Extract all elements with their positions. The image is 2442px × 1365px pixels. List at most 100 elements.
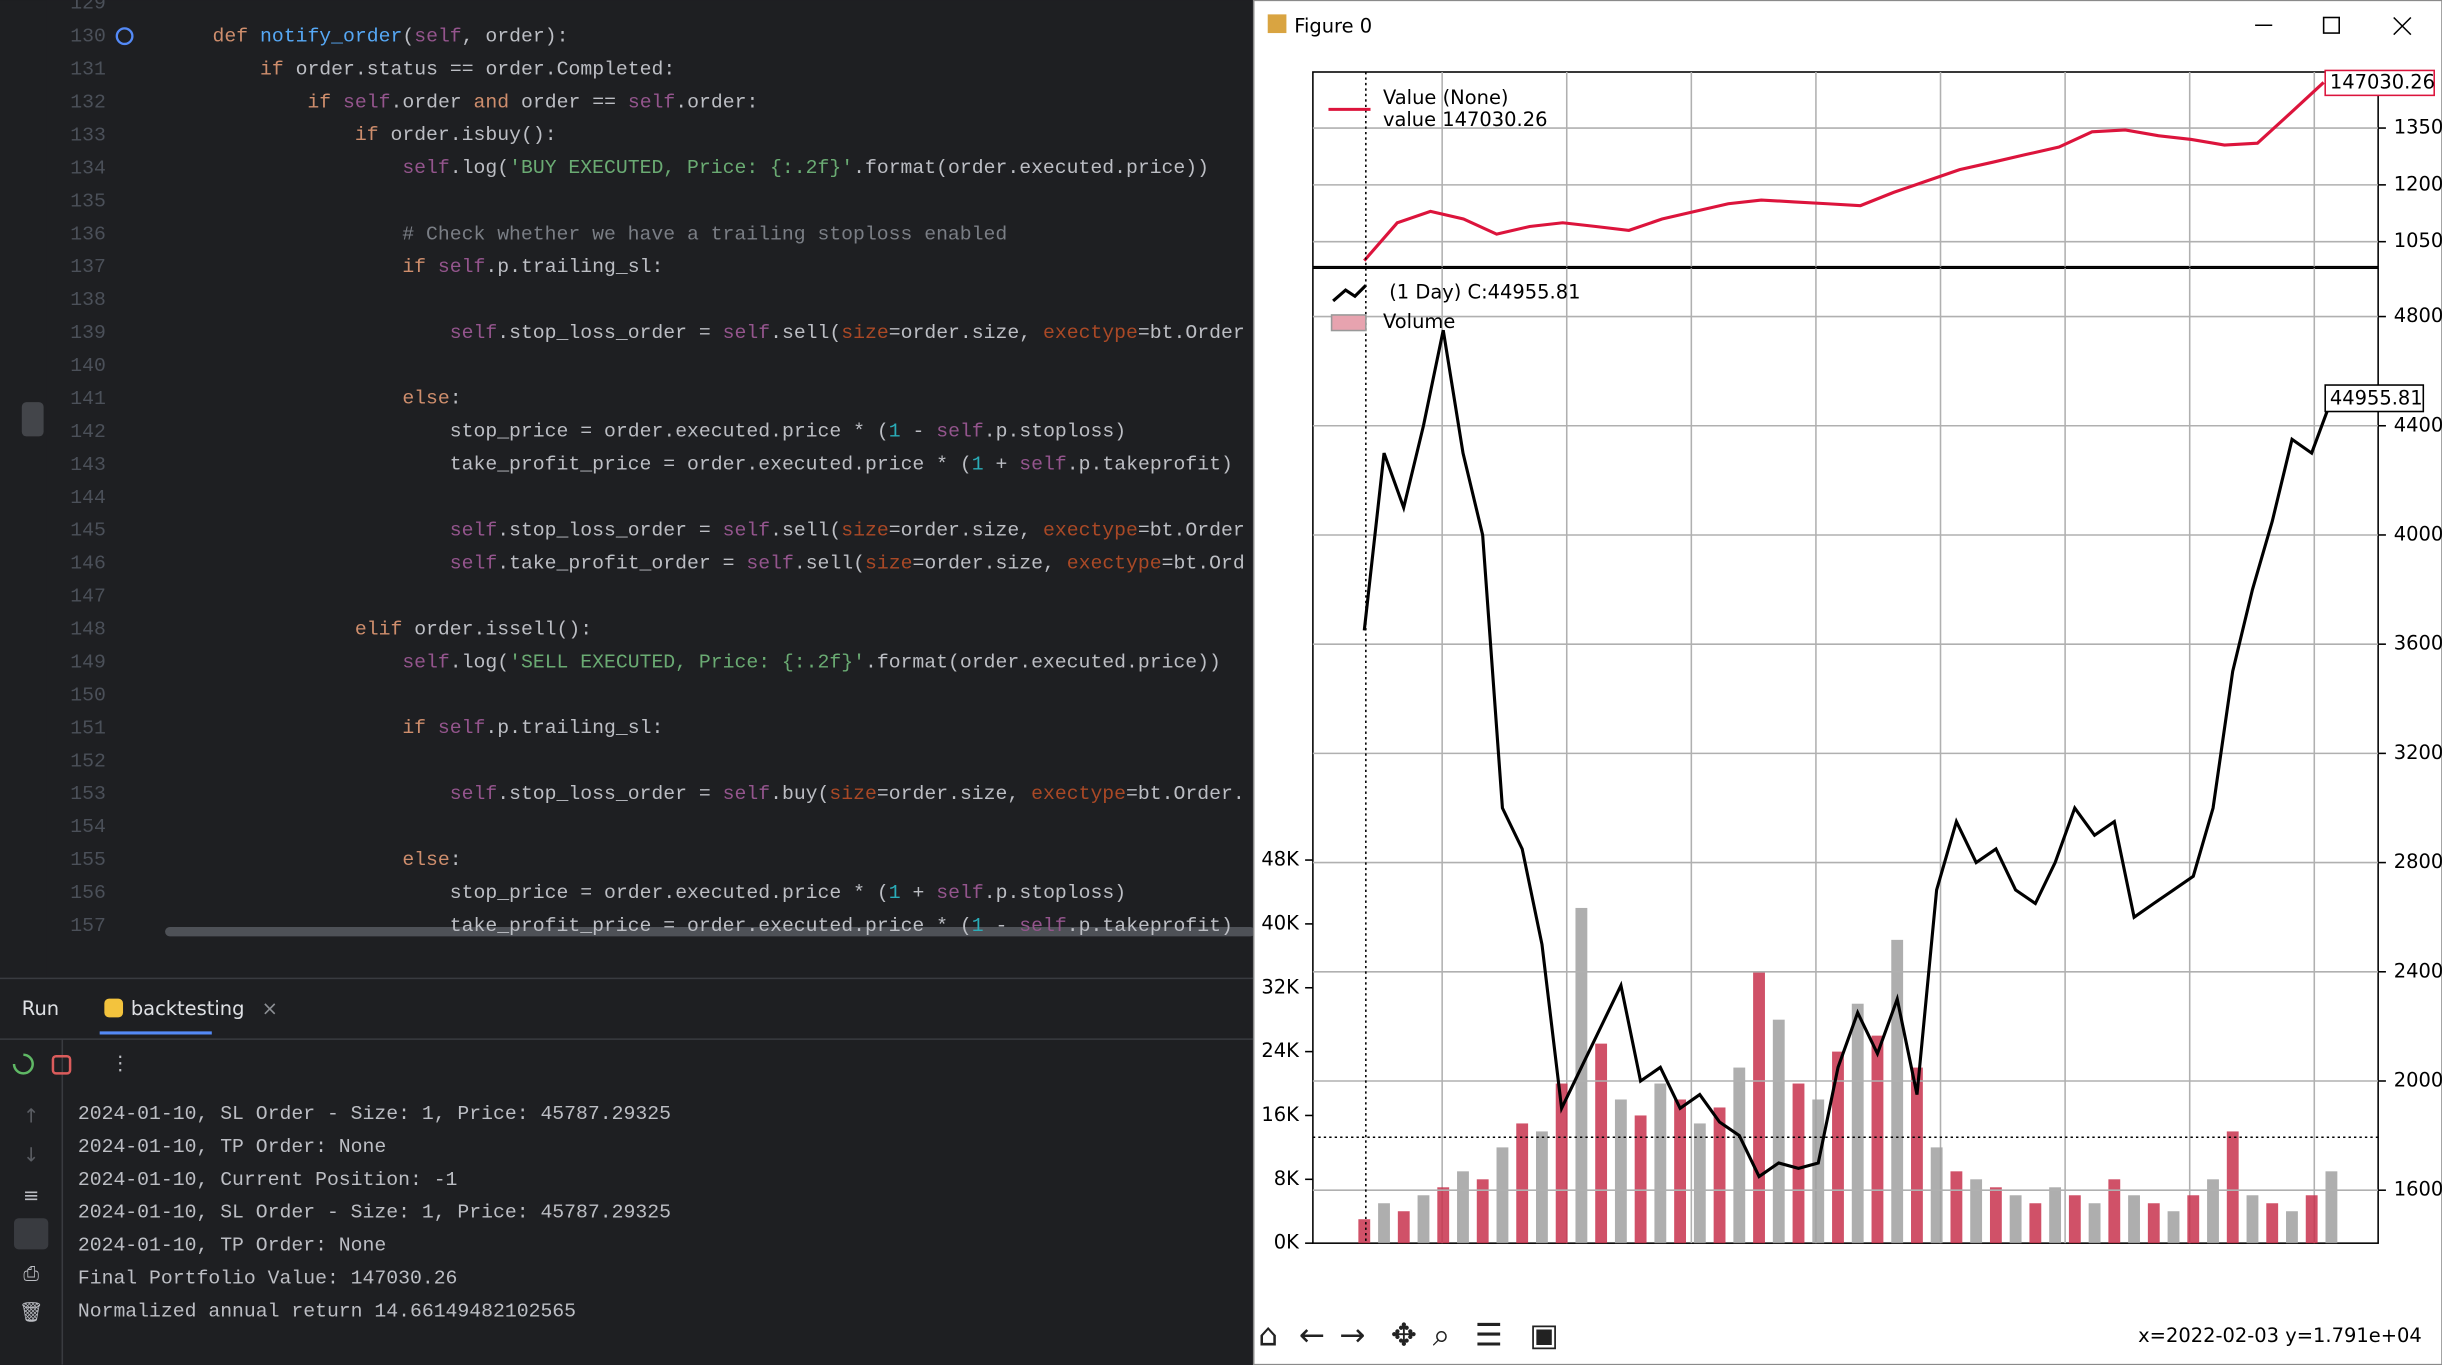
volume-bar [1614, 1099, 1627, 1244]
y-tick-label: 2800 [2394, 850, 2442, 873]
figure-toolbar: ⌂ ← → ✥ ⌕ ☰ ▣ [1258, 1318, 1558, 1354]
output-line: Normalized annual return 14.661494821025… [78, 1300, 576, 1322]
volume-bar [2305, 1195, 2318, 1244]
y-tick-label: 1350 [2394, 116, 2442, 139]
volume-bar [2147, 1203, 2160, 1244]
price-last-box [2324, 384, 2425, 413]
volume-bar [1457, 1171, 1469, 1244]
cursor-status: x=2022-02-03 y=1.791e+04 [2138, 1324, 2422, 1347]
y-tick-label: 0K [1274, 1231, 1300, 1254]
line-number: 145 [70, 520, 106, 542]
volume-bar [1753, 971, 1765, 1244]
volume-bar [1595, 1043, 1608, 1244]
volume-bar [1891, 939, 1904, 1244]
down-button[interactable]: ↓ [23, 1143, 39, 1166]
trash-button[interactable]: 🗑 [19, 1301, 44, 1324]
home-button[interactable]: ⌂ [1258, 1318, 1278, 1354]
line-number: 148 [70, 619, 106, 641]
line-number: 130 [70, 26, 106, 48]
python-icon [104, 998, 124, 1018]
line-number: 153 [70, 783, 106, 805]
output-line: 2024-01-10, SL Order - Size: 1, Price: 4… [78, 1103, 671, 1125]
y-tick-label: 1050 [2394, 229, 2442, 252]
print-button[interactable]: ⎙ [23, 1262, 39, 1285]
line-number: 131 [70, 59, 106, 81]
line-number: 138 [70, 289, 106, 311]
y-tick-label: 4400 [2394, 413, 2442, 436]
back-button[interactable]: ← [1299, 1318, 1325, 1354]
forward-button[interactable]: → [1339, 1318, 1365, 1354]
h-scrollbar[interactable] [165, 927, 1256, 937]
volume-bar [2088, 1203, 2101, 1244]
pan-button[interactable]: ✥ [1391, 1318, 1417, 1354]
line-number: 146 [70, 553, 106, 575]
line-number: 143 [70, 454, 106, 476]
volume-bar [2049, 1187, 2062, 1244]
volume-bar [2009, 1195, 2022, 1244]
wrap-button[interactable]: ≡ [23, 1184, 39, 1207]
line-number: 129 [70, 0, 106, 15]
stop-button[interactable] [51, 1055, 72, 1075]
code-line: self.stop_loss_order = self.buy(size=ord… [165, 783, 1245, 805]
line-number: 134 [70, 157, 106, 179]
code-line: take_profit_price = order.executed.price… [165, 915, 1233, 937]
series-line [1362, 329, 2333, 1179]
output-line: Final Portfolio Value: 147030.26 [78, 1267, 458, 1289]
y-tick-label: 48K [1261, 848, 1300, 871]
code-line: def notify_order(self, order): [165, 26, 568, 48]
code-line: self.stop_loss_order = self.sell(size=or… [165, 520, 1245, 542]
volume-bar [1496, 1147, 1509, 1244]
config-tab-label[interactable]: backtesting [131, 997, 245, 1020]
volume-bar [1851, 1003, 1864, 1244]
code-line: self.take_profit_order = self.sell(size=… [165, 553, 1245, 575]
override-icon[interactable] [115, 27, 134, 46]
scroll-end-button[interactable] [14, 1218, 49, 1250]
volume-bar [1792, 1083, 1805, 1244]
y-tick-label: 3600 [2394, 632, 2442, 655]
run-output: 2024-01-10, SL Order - Size: 1, Price: 4… [78, 1103, 671, 1322]
line-number: 149 [70, 651, 106, 673]
line-number: 151 [70, 717, 106, 739]
y-tick-label: 2400 [2394, 959, 2442, 982]
value-legend-last: value 147030.26 [1383, 108, 1548, 131]
series-line [1363, 81, 2325, 262]
up-button[interactable]: ↑ [23, 1105, 39, 1128]
figure-title: Figure 0 [1294, 14, 1372, 37]
volume-bar [1950, 1171, 1963, 1244]
save-button[interactable]: ▣ [1529, 1318, 1558, 1354]
volume-bar [1911, 1067, 1923, 1244]
code-line: if self.p.trailing_sl: [165, 256, 663, 278]
line-number: 136 [70, 223, 106, 245]
y-tick-label: 1600 [2394, 1178, 2442, 1201]
volume-bar [1772, 1019, 1785, 1244]
code-line: if self.p.trailing_sl: [165, 717, 663, 739]
code-line: take_profit_price = order.executed.price… [165, 454, 1233, 476]
zoom-button[interactable]: ⌕ [1433, 1318, 1450, 1354]
rerun-button[interactable] [12, 1053, 34, 1075]
volume-bar [1970, 1179, 1983, 1244]
volume-bar [2108, 1179, 2121, 1244]
more-button[interactable]: ⋮ [111, 1052, 130, 1075]
configure-button[interactable]: ☰ [1475, 1318, 1503, 1354]
volume-bar [1358, 1219, 1371, 1244]
volume-bar [1812, 1099, 1825, 1244]
maximize-button[interactable] [2322, 16, 2340, 34]
code-line: else: [165, 388, 462, 410]
run-tab-label[interactable]: Run [22, 997, 59, 1020]
volume-bar [1733, 1067, 1746, 1244]
volume-bar [1674, 1099, 1687, 1244]
volume-bar [1871, 1035, 1884, 1244]
y-tick-label: 1200 [2394, 172, 2442, 195]
plots: 48K 40K 32K 24K 16K 8K 0K 4800 4400 4000 3600 3200 2… [1261, 81, 2442, 1254]
code-area: 129 130 def notify_order(self, order): 131… [70, 0, 1244, 937]
line-number: 137 [70, 256, 106, 278]
line-number: 139 [70, 322, 106, 344]
tab-close[interactable]: × [262, 997, 278, 1020]
close-button[interactable] [2393, 16, 2412, 36]
line-number: 141 [70, 388, 106, 410]
figure-icon [1267, 14, 1287, 34]
line-number: 144 [70, 487, 106, 509]
line-number: 150 [70, 684, 106, 706]
volume-bar [1989, 1187, 2002, 1244]
code-line: elif order.issell(): [165, 619, 592, 641]
